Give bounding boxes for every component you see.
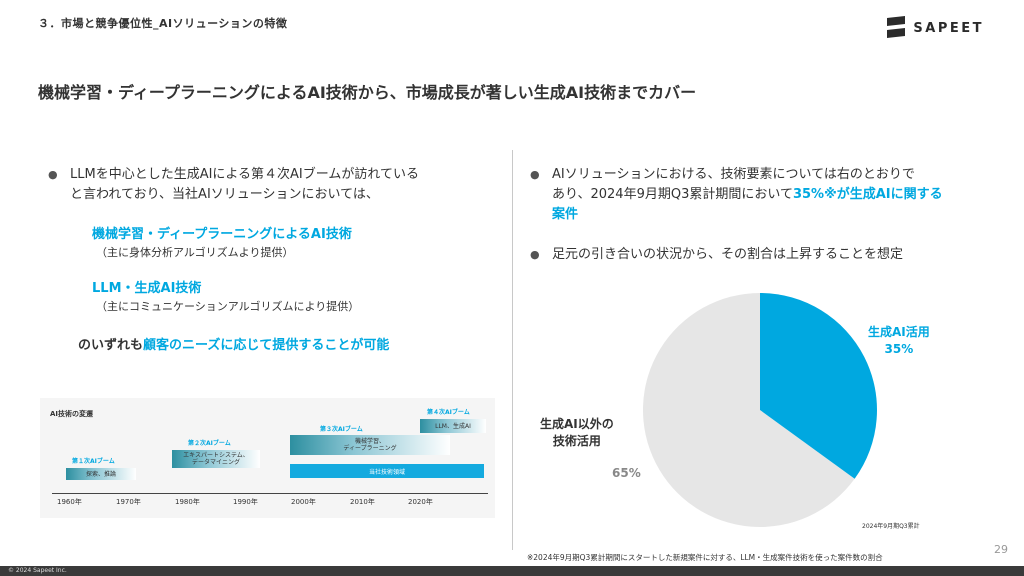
page-headline: 機械学習・ディープラーニングによるAI技術から、市場成長が著しい生成AI技術まで… — [38, 83, 697, 102]
page-number: 29 — [994, 543, 1008, 556]
boom3-box: 機械学習、 ディープラーニング — [290, 435, 450, 455]
conclusion-prefix: のいずれも — [78, 338, 144, 353]
right-bullet1-line3: 案件 — [552, 207, 579, 222]
tech-ml-sub: （主に身体分析アルゴリズムより提供） — [96, 246, 294, 259]
timeline-axis — [52, 493, 488, 494]
column-divider — [512, 150, 513, 550]
pie-label-other-value: 65% — [612, 466, 641, 480]
boom3-label: 第３次AIブーム — [320, 426, 363, 433]
tech-item-ml: 機械学習・ディープラーニングによるAI技術 （主に身体分析アルゴリズムより提供） — [92, 223, 352, 260]
boom3-box-line2: ディープラーニング — [343, 445, 397, 452]
logo-text: SAPEET — [913, 20, 984, 36]
left-bullet-line1: LLMを中心とした生成AIによる第４次AIブームが訪れている — [70, 167, 419, 182]
right-bullet-1: ● AIソリューションにおける、技術要素については右のとおりで あり、2024年… — [530, 165, 1000, 225]
pie-label-genai-value: 35% — [884, 342, 914, 356]
sapeet-domain-label: 当社技術領域 — [368, 468, 405, 476]
pie-period-note: 2024年9月期Q3累計 — [862, 523, 920, 530]
tech-ml-title: 機械学習・ディープラーニングによるAI技術 — [92, 227, 352, 242]
pie-slice-other — [642, 293, 855, 527]
pie-label-other-line1: 生成AI以外の — [540, 417, 614, 431]
pie-label-genai-name: 生成AI活用 — [868, 325, 930, 339]
boom1-label: 第１次AIブーム — [72, 458, 115, 465]
pie-label-other: 生成AI以外の 技術活用 — [540, 415, 614, 449]
right-bullet1-line2-prefix: あり、2024年9月期Q3累計期間において — [552, 187, 793, 202]
conclusion-accent: 顧客のニーズに応じて提供することが可能 — [143, 338, 390, 353]
pie-slice-genai — [760, 293, 877, 479]
timeline-title: AI技術の変遷 — [50, 410, 94, 418]
left-bullet-line2: と言われており、当社AIソリューションにおいては、 — [70, 187, 379, 202]
conclusion-text: のいずれも顧客のニーズに応じて提供することが可能 — [78, 334, 389, 353]
year-label: 1990年 — [233, 498, 258, 506]
footer-bar: © 2024 Sapeet Inc. — [0, 566, 1024, 576]
sapeet-logo: SAPEET — [885, 16, 984, 40]
footnote: ※2024年9月期Q3累計期間にスタートした新規案件に対する、LLM・生成案件技… — [527, 553, 883, 562]
bullet-dot-icon: ● — [530, 248, 540, 261]
tech-llm-title: LLM・生成AI技術 — [92, 281, 202, 296]
boom2-box-line2: データマイニング — [191, 459, 240, 466]
boom3-box-line1: 機械学習、 — [354, 438, 385, 445]
boom1-box: 探索、推論 — [66, 468, 136, 480]
sapeet-domain-bar: 当社技術領域 — [290, 464, 484, 478]
pie-label-other-line2: 技術活用 — [552, 434, 601, 448]
bullet-dot-icon: ● — [530, 168, 540, 181]
right-bullet-2: ● 足元の引き合いの状況から、その割合は上昇することを想定 — [530, 245, 1000, 265]
tech-llm-sub: （主にコミュニケーションアルゴリズムにより提供） — [96, 300, 360, 313]
year-label: 1980年 — [175, 498, 200, 506]
year-label: 2000年 — [291, 498, 316, 506]
section-label: ３．市場と競争優位性_AIソリューションの特徴 — [38, 17, 288, 30]
year-label: 1960年 — [57, 498, 82, 506]
year-label: 2020年 — [408, 498, 433, 506]
right-bullet1-line1: AIソリューションにおける、技術要素については右のとおりで — [552, 167, 915, 182]
sapeet-logo-icon — [887, 16, 906, 38]
boom2-box-line1: エキスパートシステム、 — [183, 452, 249, 459]
copyright: © 2024 Sapeet Inc. — [8, 567, 67, 574]
boom2-box: エキスパートシステム、 データマイニング — [172, 450, 260, 468]
pie-chart — [642, 293, 877, 527]
boom4-box: LLM、生成AI — [420, 419, 486, 433]
ai-timeline-panel: AI技術の変遷 第１次AIブーム 探索、推論 第２次AIブーム エキスパートシス… — [40, 398, 495, 518]
right-bullet1-line2: あり、2024年9月期Q3累計期間において35%※が生成AIに関する — [552, 185, 1000, 205]
boom4-box-text: LLM、生成AI — [435, 422, 471, 430]
year-label: 1970年 — [116, 498, 141, 506]
right-bullet2-text: 足元の引き合いの状況から、その割合は上昇することを想定 — [552, 247, 904, 262]
year-label: 2010年 — [350, 498, 375, 506]
boom4-label: 第４次AIブーム — [427, 409, 470, 416]
tech-item-llm: LLM・生成AI技術 （主にコミュニケーションアルゴリズムにより提供） — [92, 277, 359, 314]
left-bullet: ● LLMを中心とした生成AIによる第４次AIブームが訪れている と言われており… — [48, 165, 498, 205]
pie-label-genai: 生成AI活用 35% — [868, 323, 930, 356]
boom1-box-text: 探索、推論 — [85, 470, 116, 478]
bullet-dot-icon: ● — [48, 168, 58, 181]
right-bullet1-line2-accent: 35%※が生成AIに関する — [792, 187, 943, 202]
boom2-label: 第２次AIブーム — [188, 440, 231, 447]
